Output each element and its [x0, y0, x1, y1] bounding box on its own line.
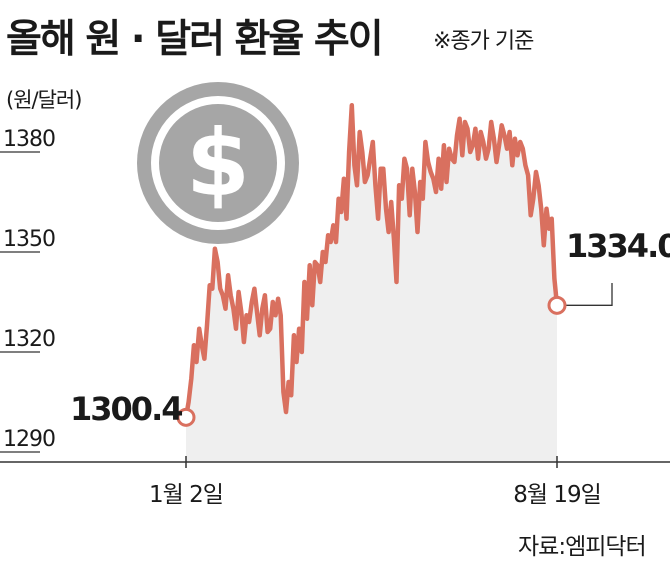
y-tick-label: 1380 [3, 127, 55, 152]
dollar-coin-icon: $ [137, 82, 299, 244]
end-value-leader-line [565, 283, 613, 306]
source-label: 자료:엠피닥터 [518, 534, 647, 560]
x-tick-label: 8월 19일 [513, 482, 601, 508]
y-axis-unit-label: (원/달러) [6, 88, 82, 112]
start-point-marker [176, 407, 196, 427]
end-point-marker [547, 295, 567, 315]
dollar-sign-glyph: $ [186, 110, 250, 217]
start-value-label: 1300.4 [70, 390, 182, 428]
chart-subtitle: ※종가 기준 [433, 29, 534, 54]
end-value-label: 1334.0 [566, 227, 670, 265]
x-tick-label: 1월 2일 [149, 482, 223, 508]
dollar-coin-face [159, 104, 277, 222]
y-tick-label: 1290 [3, 427, 55, 452]
chart-title: 올해 원 · 달러 환율 추이 [6, 17, 384, 62]
series-area-fill [186, 105, 557, 463]
y-tick-label: 1320 [3, 327, 55, 352]
series-line [183, 103, 560, 420]
y-tick-label: 1350 [3, 227, 55, 252]
